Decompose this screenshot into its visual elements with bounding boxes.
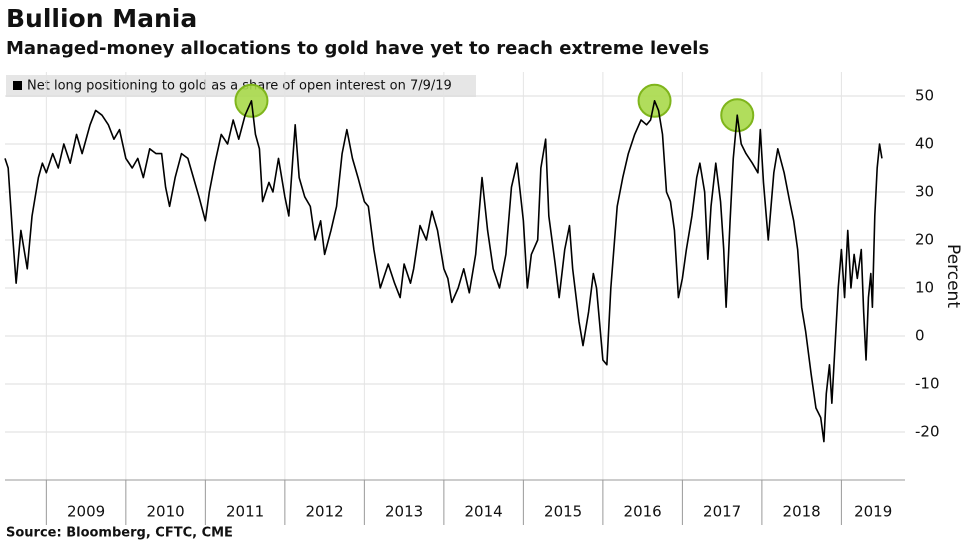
y-tick-label: 20 xyxy=(915,231,934,249)
y-tick-label: 0 xyxy=(915,327,925,345)
x-tick-label: 2010 xyxy=(147,503,185,521)
y-tick-label: 50 xyxy=(915,87,934,105)
x-tick-label: 2018 xyxy=(783,503,821,521)
source: Source: Bloomberg, CFTC, CME xyxy=(6,526,233,541)
y-tick-label: -10 xyxy=(915,375,940,393)
y-axis-label: Percent xyxy=(943,244,963,308)
x-tick-label: 2019 xyxy=(854,503,892,521)
y-tick-label: 30 xyxy=(915,183,934,201)
x-tick-label: 2016 xyxy=(624,503,662,521)
x-tick-label: 2009 xyxy=(67,503,105,521)
y-tick-label: -20 xyxy=(915,423,940,441)
chart-title: Bullion Mania xyxy=(6,4,197,33)
x-tick-label: 2013 xyxy=(385,503,423,521)
legend-label: Net long positioning to gold as a share … xyxy=(27,79,452,94)
legend-swatch xyxy=(13,81,22,90)
legend-box xyxy=(6,75,476,97)
x-tick-label: 2015 xyxy=(544,503,582,521)
y-tick-label: 40 xyxy=(915,135,934,153)
x-tick-label: 2011 xyxy=(226,503,264,521)
x-tick-label: 2014 xyxy=(465,503,503,521)
y-tick-label: 10 xyxy=(915,279,934,297)
chart-subtitle: Managed-money allocations to gold have y… xyxy=(6,38,709,59)
x-tick-label: 2017 xyxy=(703,503,741,521)
x-tick-label: 2012 xyxy=(306,503,344,521)
line xyxy=(4,100,883,443)
